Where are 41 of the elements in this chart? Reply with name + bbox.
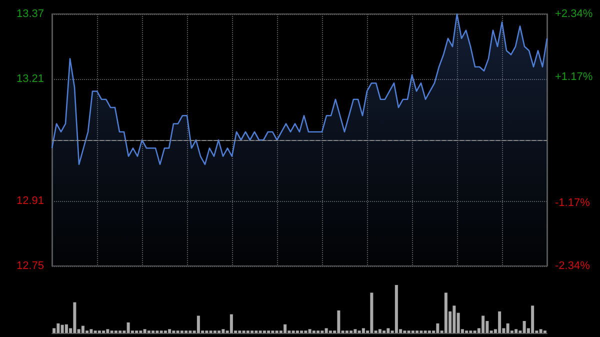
bar — [539, 329, 542, 333]
bar — [284, 324, 287, 333]
bar — [126, 322, 130, 333]
bar — [362, 328, 365, 333]
y-tick-label: 13.37 — [16, 8, 44, 20]
bar — [452, 306, 456, 333]
y-tick-label: 12.75 — [16, 260, 44, 272]
bar — [514, 329, 518, 333]
bar — [444, 292, 448, 333]
bar — [354, 329, 357, 333]
bar — [64, 324, 68, 333]
y-tick-label: 13.21 — [16, 73, 44, 86]
bar — [81, 326, 84, 333]
y2-tick-label: +2.34% — [555, 8, 593, 20]
bar — [498, 311, 502, 333]
bar — [143, 329, 146, 333]
bar — [531, 306, 534, 333]
bar — [308, 329, 312, 333]
bar — [90, 329, 93, 333]
bar — [222, 329, 225, 333]
bar — [370, 292, 374, 333]
bar — [73, 302, 76, 333]
bar — [522, 321, 526, 333]
bar — [337, 310, 340, 333]
y2-tick-label: -2.34% — [555, 260, 590, 272]
y2-tick-label: +1.17% — [555, 71, 593, 83]
bar — [56, 323, 60, 333]
y-tick-label: 12.91 — [16, 194, 44, 207]
bar — [506, 323, 510, 333]
bar — [436, 323, 440, 333]
bar — [386, 328, 390, 333]
bar — [230, 314, 233, 333]
bar — [394, 285, 398, 333]
bar — [482, 316, 485, 333]
bar — [196, 316, 200, 333]
bar — [324, 328, 328, 333]
bar — [106, 329, 110, 333]
y2-tick-label: -1.17% — [555, 197, 590, 209]
bar — [60, 324, 64, 333]
bar — [168, 329, 172, 333]
bar — [378, 329, 382, 333]
